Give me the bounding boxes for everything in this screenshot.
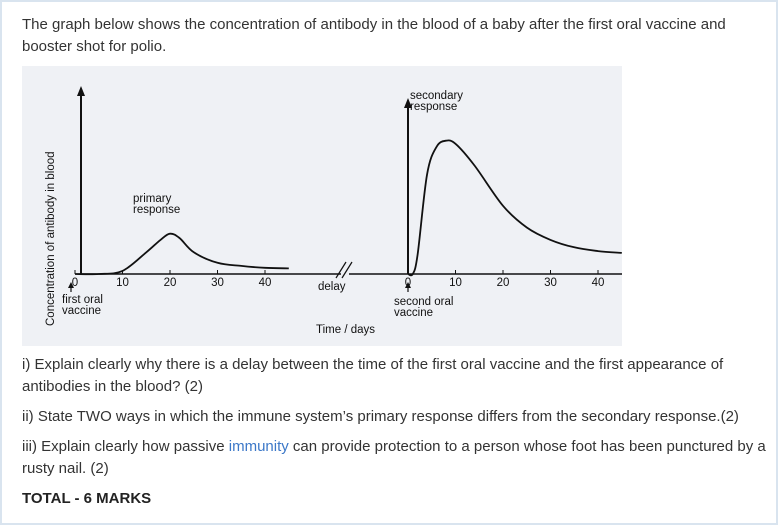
primary-response-label: primary response [133,193,180,216]
question-3-text-start: iii) Explain clearly how passive [22,438,229,455]
immunity-link[interactable]: immunity [228,438,289,455]
x-tick-label: 30 [544,277,557,289]
x-tick-label: 20 [497,277,510,289]
axis-break-mark [341,261,353,279]
total-marks: TOTAL - 6 MARKS [22,490,152,507]
x-tick-label: 20 [164,277,177,289]
x-tick-label: 10 [449,277,462,289]
x-tick-label: 30 [211,277,224,289]
question-3: iii) Explain clearly how passive immunit… [22,436,767,480]
x-tick-label: 0 [72,277,78,289]
x-tick-label: 0 [405,277,411,289]
axis-break-mark [335,261,347,279]
x-tick-label: 40 [592,277,605,289]
question-1: i) Explain clearly why there is a delay … [22,356,724,395]
antibody-graph: Concentration of antibody in blood 0 10 20… [22,66,622,346]
first-vaccine-label: first oral vaccine [62,294,106,317]
second-vaccine-arrow [404,98,412,108]
question-2: ii) State TWO ways in which the immune s… [22,408,739,425]
first-vaccine-arrow [68,282,74,288]
secondary-response-curve [407,139,622,277]
intro-text: The graph below shows the concentration … [22,16,726,55]
y-axis-label: Concentration of antibody in blood [45,151,57,326]
x-tick-label: 40 [259,277,272,289]
antibody-chart-svg: Concentration of antibody in blood 0 10 20… [45,86,622,336]
second-vaccine-label: second oral vaccine [394,296,457,319]
delay-label: delay [318,281,346,293]
primary-response-curve [74,232,289,276]
y-axis-arrow [77,86,85,96]
x-tick-label: 10 [116,277,129,289]
secondary-response-label: secondary response [410,90,466,113]
second-vaccine-small-arrow [405,282,411,288]
question-3-text-end: can provide protection to a person whose… [22,438,766,477]
questions-list: i) Explain clearly why there is a delay … [22,354,767,518]
x-axis-label: Time / days [316,324,375,336]
